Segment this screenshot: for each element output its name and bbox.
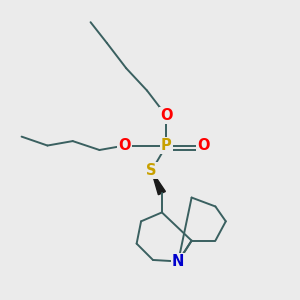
- Text: P: P: [161, 138, 172, 153]
- Text: S: S: [146, 163, 157, 178]
- Text: N: N: [172, 254, 184, 269]
- Text: O: O: [197, 138, 210, 153]
- Polygon shape: [152, 171, 165, 195]
- Text: O: O: [160, 108, 172, 123]
- Text: O: O: [118, 138, 131, 153]
